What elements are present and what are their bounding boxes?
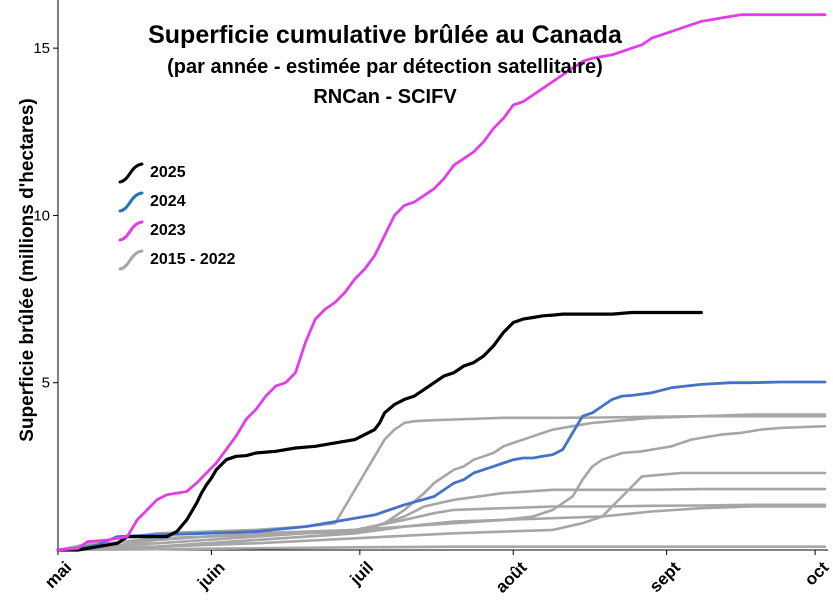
series-line-hist5 [56,487,827,552]
legend-swatch-2024 [118,191,144,213]
series-line-hist7 [56,505,827,552]
series-line-hist2 [56,413,827,552]
y-axis-label: Superficie brûlée (millions d'hectares) [17,98,38,442]
series-line-2025 [56,310,703,552]
chart-title-block: Superficie cumulative brûlée au Canada (… [85,18,685,112]
series-line-hist6 [56,503,827,552]
legend-label: 2015 - 2022 [150,251,236,268]
y-tick-label: 15 [33,40,50,57]
legend-swatch-2025 [118,162,144,184]
x-tick-label: sept [646,558,684,596]
legend-swatch-historic [118,249,144,271]
legend-swatch-2023 [118,220,144,242]
series-line-2024 [56,380,827,552]
legend-label: 2024 [150,193,186,210]
x-tick-label: oct [801,558,833,590]
series-line-hist4 [56,471,827,552]
x-tick-label: juin [193,558,229,594]
legend-label: 2025 [150,164,186,181]
x-tick-label: juil [346,558,378,590]
legend-label: 2023 [150,222,186,239]
x-ticks: mai juin juil août sept oct [41,550,833,597]
x-tick-label: août [492,558,531,597]
chart-subtitle-1: (par année - estimée par détection satel… [167,56,603,78]
chart-subtitle-2: RNCan - SCIFV [313,86,457,108]
y-ticks: 5 10 15 [33,40,58,392]
y-tick-label: 10 [33,207,50,224]
y-tick-label: 5 [42,375,50,392]
series-line-hist8 [56,545,827,552]
x-tick-label: mai [41,558,75,592]
series-layer [56,13,827,552]
chart-title: Superficie cumulative brûlée au Canada [148,21,622,49]
series-line-2023 [56,13,827,552]
